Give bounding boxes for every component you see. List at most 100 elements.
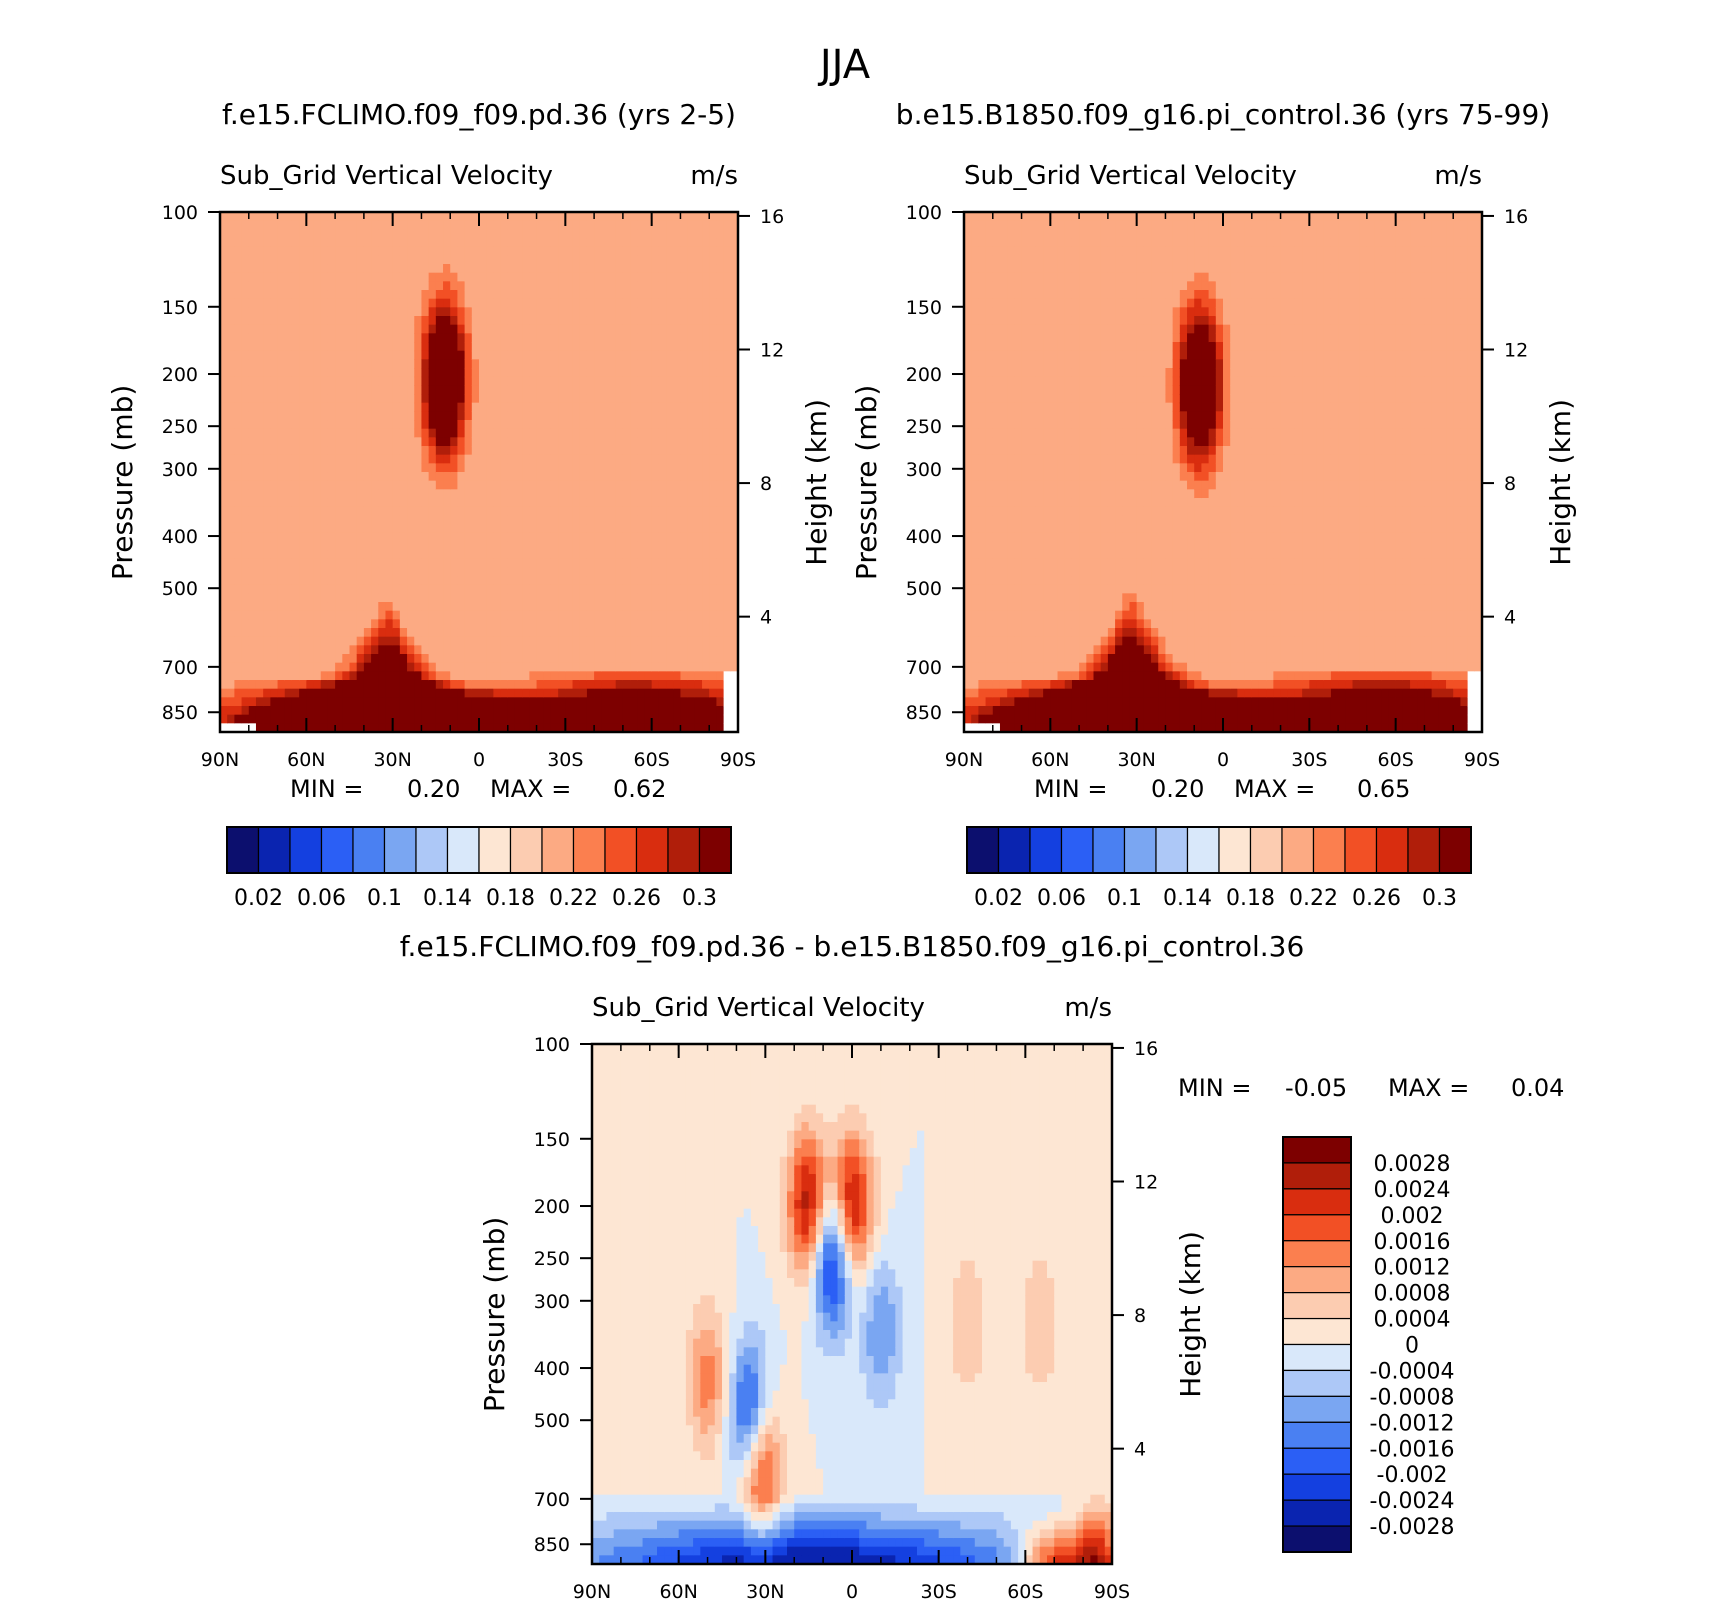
field-cell: [421, 385, 430, 395]
field-cell: [608, 654, 617, 664]
field-cell: [392, 706, 401, 716]
field-cell: [241, 662, 250, 672]
field-cell: [594, 654, 602, 664]
field-cell: [522, 489, 530, 499]
field-cell: [234, 376, 243, 386]
field-cell: [964, 290, 972, 300]
field-cell: [680, 584, 689, 594]
field-cell: [964, 385, 972, 395]
field-cell: [378, 506, 387, 516]
field-cell: [964, 368, 972, 378]
field-cell: [964, 272, 972, 282]
field-cell: [1014, 654, 1023, 664]
field-cell: [227, 316, 235, 326]
field-cell: [978, 238, 987, 248]
field-cell: [702, 567, 710, 577]
field-cell: [342, 610, 351, 620]
field-cell: [220, 532, 228, 542]
field-cell: [378, 376, 387, 386]
field-cell: [601, 602, 610, 612]
field-cell: [543, 246, 552, 256]
field-cell: [543, 662, 552, 672]
field-cell: [680, 550, 689, 560]
field-cell: [227, 706, 235, 716]
field-cell: [622, 307, 631, 317]
field-cell: [335, 567, 343, 577]
y-axis-label: Pressure (mb): [106, 385, 139, 580]
field-cell: [248, 567, 257, 577]
field-cell: [450, 662, 459, 672]
field-cell: [220, 628, 228, 638]
field-cell: [558, 532, 566, 542]
field-cell: [723, 368, 732, 378]
field-cell: [277, 550, 286, 560]
field-cell: [220, 697, 228, 707]
field-cell: [284, 654, 293, 664]
field-cell: [594, 402, 602, 412]
field-cell: [586, 463, 595, 473]
field-cell: [586, 246, 595, 256]
field-cell: [687, 680, 696, 690]
field-cell: [399, 316, 408, 326]
field-cell: [615, 324, 624, 334]
field-cell: [284, 602, 293, 612]
field-cell: [493, 238, 502, 248]
field-cell: [507, 437, 516, 447]
field-cell: [543, 706, 552, 716]
field-cell: [723, 316, 732, 326]
field-cell: [371, 246, 379, 256]
field-cell: [486, 680, 494, 690]
field-cell: [630, 671, 638, 681]
field-cell: [349, 229, 358, 239]
field-cell: [687, 628, 696, 638]
field-cell: [270, 515, 279, 525]
field-cell: [651, 255, 660, 265]
field-cell: [371, 290, 379, 300]
field-cell: [428, 238, 437, 248]
field-cell: [985, 524, 994, 534]
field-cell: [277, 229, 286, 239]
field-cell: [507, 619, 516, 629]
field-cell: [450, 602, 459, 612]
field-cell: [335, 238, 343, 248]
field-cell: [443, 515, 451, 525]
field-cell: [313, 619, 322, 629]
field-cell: [299, 550, 307, 560]
field-cell: [414, 610, 423, 620]
y-tick-label: 150: [162, 297, 198, 319]
field-cell: [378, 723, 387, 733]
field-cell: [241, 645, 250, 655]
field-cell: [241, 714, 250, 724]
field-cell: [414, 324, 423, 334]
field-cell: [342, 220, 351, 230]
field-cell: [723, 610, 732, 620]
field-cell: [371, 446, 379, 456]
field-cell: [666, 619, 674, 629]
field-cell: [572, 671, 581, 681]
field-cell: [356, 472, 365, 482]
field-cell: [716, 411, 725, 421]
field-cell: [234, 402, 243, 412]
field-cell: [651, 515, 660, 525]
field-cell: [514, 489, 523, 499]
field-cell: [270, 671, 279, 681]
field-cell: [263, 324, 271, 334]
field-cell: [992, 342, 1001, 352]
field-cell: [550, 506, 559, 516]
field-cell: [622, 472, 631, 482]
field-cell: [615, 264, 624, 274]
field-cell: [263, 376, 271, 386]
field-cell: [435, 541, 444, 551]
field-cell: [978, 212, 987, 222]
field-cell: [608, 584, 617, 594]
field-cell: [658, 446, 667, 456]
field-cell: [680, 376, 689, 386]
field-cell: [349, 220, 358, 230]
field-cell: [457, 394, 466, 404]
field-cell: [723, 350, 732, 360]
field-cell: [702, 645, 710, 655]
field-cell: [248, 255, 257, 265]
field-cell: [450, 472, 459, 482]
field-cell: [450, 420, 459, 430]
field-cell: [1028, 220, 1037, 230]
